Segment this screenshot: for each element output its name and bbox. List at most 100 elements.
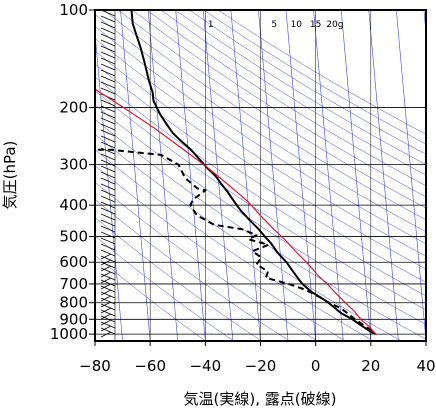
wind-barb-flag (100, 331, 112, 338)
y-tick-label: 200 (59, 99, 88, 117)
mixing-ratio-label: 1 (208, 20, 214, 30)
wind-barb (100, 237, 116, 245)
dry-adiabat-line (95, 14, 426, 232)
wind-barb (100, 285, 116, 293)
x-tick-label: 0 (311, 357, 321, 375)
isotherm-line (95, 29, 123, 341)
y-tick-label: 500 (59, 228, 88, 246)
y-tick-label: 800 (59, 294, 88, 312)
x-tick-label: 40 (416, 357, 435, 375)
dry-adiabat-line (146, 10, 426, 187)
wind-barb-flag (100, 259, 112, 266)
y-tick-label: 400 (59, 196, 88, 214)
dry-adiabat-line (95, 133, 402, 341)
wind-barb (100, 99, 116, 107)
isotherm-line (396, 10, 426, 341)
x-tick-label: 20 (361, 357, 380, 375)
isotherm-line (258, 10, 289, 341)
wind-barb (100, 129, 116, 137)
wind-barb (100, 297, 116, 305)
wind-barb (100, 321, 116, 329)
wind-barb (100, 177, 116, 185)
x-tick-label: −40 (189, 357, 221, 375)
wind-barb (100, 183, 116, 191)
dewpoint-profile-line (95, 148, 377, 335)
wind-barb (100, 207, 116, 215)
wind-barb (100, 243, 116, 251)
dry-adiabat-line (95, 149, 374, 341)
dry-adiabat-line (203, 10, 426, 145)
wind-barb-flag (100, 271, 112, 278)
isotherm-line (147, 10, 179, 341)
wind-barb (100, 159, 116, 167)
wind-barb (100, 51, 116, 59)
wind-barb-flag (100, 277, 112, 284)
wind-barb (100, 111, 116, 119)
wind-barb (100, 189, 116, 197)
wind-barb (100, 63, 116, 71)
wind-barb (100, 15, 116, 23)
wind-barb-flag (100, 307, 112, 314)
wind-barb (100, 135, 116, 143)
wind-barb-flag (100, 253, 112, 260)
isotherm-line (313, 10, 344, 341)
wind-barb (100, 39, 116, 47)
diagram-grid (95, 10, 426, 341)
wind-barb (100, 255, 116, 263)
wind-barb (100, 303, 116, 311)
y-tick-label: 100 (59, 1, 88, 19)
mixing-ratio-label: 5 (271, 20, 277, 30)
wind-barb-flag (100, 283, 112, 290)
isotherm-line (285, 10, 316, 341)
wind-barb-flag (100, 289, 112, 296)
wind-barb (100, 27, 116, 35)
wind-barb (100, 117, 116, 125)
x-tick-label: −80 (79, 357, 111, 375)
wind-barb (100, 267, 116, 275)
wind-barb (100, 225, 116, 233)
y-tick-label: 300 (59, 156, 88, 174)
wind-barb-flag (100, 325, 112, 332)
wind-barb (100, 75, 116, 83)
dry-adiabat-line (132, 10, 426, 198)
temperature-profile-line (130, 10, 377, 335)
wind-barb (100, 153, 116, 161)
wind-barb (100, 57, 116, 65)
dry-adiabat-line (95, 38, 426, 257)
wind-barb (100, 21, 116, 29)
wind-barb (100, 219, 116, 227)
wind-barb (100, 201, 116, 209)
mixing-ratio-label: 15 (310, 20, 321, 30)
dry-adiabat-line (95, 254, 206, 341)
isotherm-line (368, 10, 399, 341)
wind-barb (100, 231, 116, 239)
dry-adiabat-line (95, 104, 426, 325)
wind-barb-flag (100, 319, 112, 326)
wind-barb (100, 123, 116, 131)
wind-barb (100, 315, 116, 323)
isotherm-line (120, 10, 151, 341)
wind-barb (100, 213, 116, 221)
dry-adiabat-line (95, 76, 426, 297)
profile-lines (95, 10, 377, 335)
dry-adiabat-line (95, 199, 290, 341)
y-tick-label: 700 (59, 275, 88, 293)
dry-adiabat-line (95, 165, 346, 341)
wind-barb (100, 273, 116, 281)
wind-barb (100, 87, 116, 95)
wind-barb (100, 141, 116, 149)
wind-barb (100, 249, 116, 257)
y-tick-label: 1000 (50, 325, 88, 343)
wind-barb (100, 171, 116, 179)
wind-barbs (100, 9, 116, 341)
mixing-ratio-labels: 1 5 10 15 20g (208, 20, 344, 30)
wind-barb (100, 279, 116, 287)
wind-barb-flag (100, 295, 112, 302)
mixing-ratio-label: 10 (291, 20, 303, 30)
isotherm-line (340, 10, 372, 341)
wind-barb (100, 69, 116, 77)
dry-adiabat-line (189, 10, 426, 155)
temperature-tick-labels: −80 −60 −40 −20 0 20 40 (79, 341, 436, 375)
dry-adiabat-line (174, 10, 426, 165)
